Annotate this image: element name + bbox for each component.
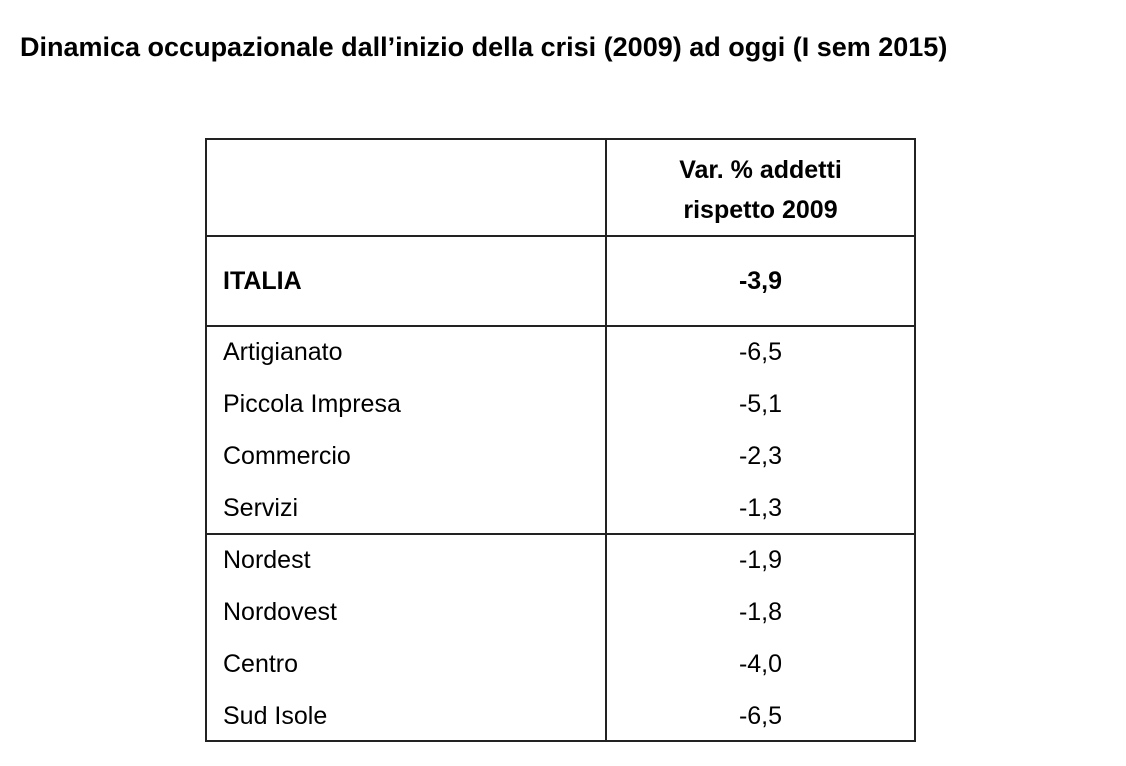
column-header: Var. % addetti [679,156,842,184]
row-label: Sud Isole [223,702,328,730]
row-value: -1,8 [738,598,783,626]
border [205,138,916,140]
border [914,138,916,742]
row-value: -6,5 [738,338,783,366]
row-label: Nordest [223,546,311,574]
row-label: Nordovest [223,598,337,626]
row-label: Commercio [223,442,351,470]
row-value: -3,9 [738,267,783,295]
row-value: -2,3 [738,442,783,470]
border [605,138,607,742]
row-label: Centro [223,650,299,678]
row-label: Piccola Impresa [223,390,401,418]
title: Dinamica occupazionale dall’inizio della… [20,32,948,62]
border [205,325,916,327]
border [205,138,207,742]
row-value: -4,0 [738,650,783,678]
row-label: ITALIA [223,267,302,295]
row-value: -1,9 [738,546,783,574]
border [205,533,916,535]
row-label: Artigianato [223,338,343,366]
row-value: -6,5 [738,702,783,730]
border [205,740,916,742]
border [205,235,916,237]
row-label: Servizi [223,494,299,522]
column-header: rispetto 2009 [683,196,838,224]
row-value: -5,1 [738,390,783,418]
row-value: -1,3 [738,494,783,522]
